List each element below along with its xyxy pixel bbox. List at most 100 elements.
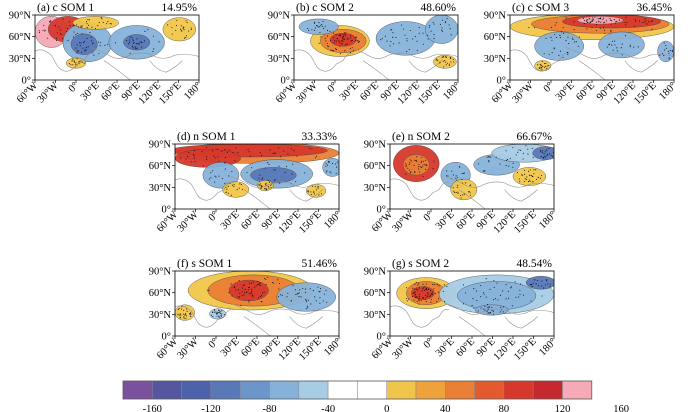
significance-dot	[551, 26, 553, 29]
significance-dot	[140, 41, 142, 43]
significance-dot	[126, 40, 128, 42]
significance-dot	[256, 280, 258, 282]
significance-dot	[540, 156, 542, 158]
significance-dot	[322, 27, 325, 30]
significance-dot	[324, 37, 326, 39]
significance-dot	[305, 301, 307, 303]
colorbar-swatch	[386, 380, 417, 400]
significance-dot	[314, 27, 316, 29]
significance-dot	[235, 147, 237, 149]
significance-dot	[544, 156, 546, 158]
colorbar: -160 -120 -80 -40 0 40 80 120 160	[122, 380, 629, 412]
significance-dot	[537, 279, 539, 282]
lon-label: 180°	[322, 336, 344, 358]
significance-dot	[270, 187, 272, 189]
significance-dot	[595, 29, 597, 31]
significance-dot	[422, 160, 424, 162]
significance-dot	[300, 296, 302, 298]
significance-dot	[611, 40, 614, 42]
significance-dot	[129, 41, 131, 43]
significance-dot	[214, 181, 216, 183]
significance-dot	[67, 39, 69, 41]
significance-dot	[320, 36, 322, 38]
significance-dot	[134, 46, 136, 48]
significance-dot	[515, 154, 517, 156]
significance-dot	[626, 21, 628, 23]
significance-dot	[603, 27, 605, 29]
significance-dot	[520, 283, 522, 285]
significance-dot	[540, 67, 542, 69]
significance-dot	[416, 49, 418, 51]
significance-dot	[451, 170, 453, 172]
significance-dot	[544, 155, 546, 157]
significance-dot	[648, 21, 650, 23]
colorbar-swatch	[210, 380, 241, 400]
significance-dot	[115, 42, 117, 44]
significance-dot	[520, 149, 522, 151]
significance-dot	[274, 178, 276, 181]
significance-dot	[469, 192, 471, 194]
significance-dot	[414, 159, 416, 162]
significance-dot	[406, 38, 408, 40]
significance-dot	[93, 54, 95, 56]
significance-dot	[426, 289, 428, 291]
significance-dot	[423, 289, 425, 291]
significance-dot	[510, 287, 512, 289]
significance-dot	[221, 313, 223, 315]
significance-dot	[591, 26, 593, 29]
significance-dot	[261, 178, 263, 180]
significance-dot	[231, 295, 233, 297]
significance-dot	[327, 164, 329, 166]
significance-dot	[334, 48, 337, 50]
significance-dot	[185, 315, 187, 317]
significance-dot	[272, 152, 274, 154]
lon-label: 30°E	[338, 80, 361, 103]
significance-dot	[450, 34, 452, 36]
significance-dot	[572, 38, 574, 41]
significance-dot	[401, 24, 403, 26]
significance-dot	[90, 36, 92, 38]
significance-dot	[437, 60, 439, 62]
significance-dot	[420, 160, 422, 162]
colorbar-swatch	[357, 380, 387, 400]
coastline	[565, 47, 674, 59]
significance-dot	[476, 290, 478, 292]
significance-dot	[330, 49, 332, 51]
significance-dot	[403, 28, 405, 30]
significance-dot	[82, 47, 84, 49]
significance-dot	[408, 48, 410, 51]
significance-dot	[548, 147, 550, 150]
significance-dot	[131, 45, 133, 47]
significance-dot	[488, 161, 490, 163]
significance-dot	[283, 150, 285, 152]
significance-dot	[592, 19, 594, 21]
significance-dot	[246, 291, 248, 293]
coastline	[243, 189, 271, 209]
significance-dot	[443, 66, 445, 68]
significance-dot	[522, 294, 525, 296]
significance-dot	[523, 180, 525, 182]
lon-label: 150°E	[297, 209, 323, 235]
significance-dot	[344, 34, 347, 36]
lon-label: 0°	[207, 209, 221, 223]
significance-dot	[193, 157, 195, 159]
significance-dot	[152, 35, 154, 37]
significance-dot	[44, 30, 46, 32]
significance-dot	[294, 289, 296, 291]
significance-dot	[184, 314, 186, 316]
significance-dot	[616, 20, 618, 22]
anomaly-region	[512, 167, 546, 186]
significance-dot	[218, 160, 220, 163]
significance-dot	[603, 29, 605, 31]
anomaly-field	[175, 271, 339, 336]
lon-label: 150°E	[157, 80, 183, 106]
significance-dot	[326, 301, 328, 303]
anomaly-region	[475, 304, 509, 316]
significance-dot	[56, 32, 58, 34]
significance-dot	[441, 27, 443, 29]
significance-dot	[252, 281, 254, 283]
significance-dot	[406, 50, 408, 53]
anomaly-region	[657, 40, 674, 62]
significance-dot	[529, 179, 531, 181]
significance-dot	[493, 287, 495, 289]
